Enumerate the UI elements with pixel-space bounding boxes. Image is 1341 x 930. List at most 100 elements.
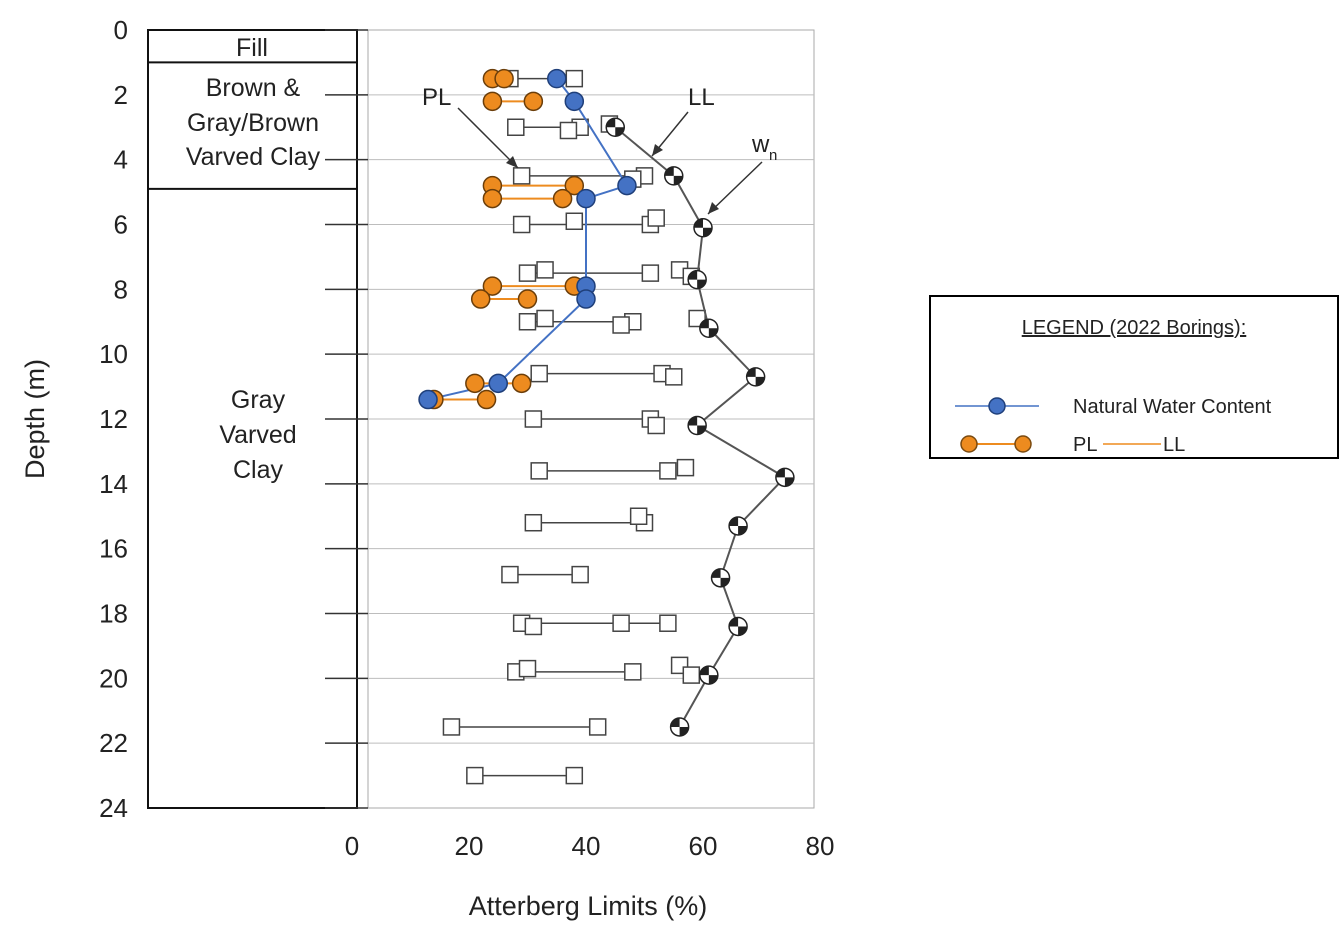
stratigraphy-column: Fill Brown & Gray/Brown Varved Clay Gray Varv… — [147, 29, 358, 809]
historical-ll-marker — [565, 766, 584, 785]
ll-2022-marker — [476, 389, 497, 410]
historical-ll-marker — [588, 718, 607, 736]
historical-pl-marker — [518, 313, 537, 331]
water-content-2022-marker — [576, 188, 596, 209]
historical-limit-marker — [524, 617, 543, 636]
borings-2022-data — [418, 68, 637, 410]
legend: LEGEND (2022 Borings): Natural Water Con… — [929, 295, 1339, 459]
historical-limit-marker — [676, 458, 695, 477]
historical-pl-marker — [530, 364, 548, 383]
historical-pl-marker — [442, 718, 461, 736]
y-tick-label: 2 — [114, 80, 128, 110]
historical-ll-marker — [571, 565, 589, 584]
y-tick-label: 16 — [99, 534, 128, 564]
legend-item-water-content: Natural Water Content — [931, 392, 1337, 422]
historical-wn-marker-fill — [664, 166, 674, 176]
historical-limit-marker — [565, 212, 584, 231]
water-content-2022-marker — [617, 175, 637, 196]
historical-limit-marker — [665, 368, 683, 386]
water-content-2022-line — [427, 78, 629, 401]
pl-2022-marker — [470, 289, 491, 309]
x-tick-label: 0 — [345, 831, 359, 861]
atterberg-chart: Fill Brown & Gray/Brown Varved Clay Gray Varv… — [20, 15, 834, 921]
strata-column-frame — [147, 29, 358, 809]
historical-wn-marker-fill — [697, 279, 707, 289]
historical-limit-marker — [612, 316, 630, 334]
historical-ll-marker — [565, 69, 584, 88]
historical-limit-marker — [682, 666, 701, 684]
historical-pl-marker — [512, 215, 531, 234]
y-tick-label: 10 — [99, 339, 128, 369]
historical-limit-marker — [612, 614, 630, 632]
annotation-ll-arrowhead — [652, 144, 663, 156]
historical-wn-marker-fill — [679, 726, 689, 736]
legend-label-water-content: Natural Water Content — [1073, 396, 1272, 418]
y-tick-label: 14 — [99, 469, 128, 499]
legend-label-ll: LL — [1163, 434, 1186, 456]
historical-wn-marker-fill — [720, 577, 730, 587]
gridlines — [367, 29, 815, 809]
annotation-wn-subscript: n — [769, 147, 777, 164]
legend-pl-ll-connector — [1103, 443, 1161, 445]
y-tick-label: 6 — [114, 210, 128, 240]
historical-wn-marker-fill — [688, 416, 698, 426]
pl-2022-marker — [465, 373, 485, 394]
legend-symbol-water-content — [955, 397, 1039, 415]
annotation-wn-arrow — [707, 161, 763, 215]
historical-wn-marker-fill — [755, 376, 765, 386]
y-tick-label: 0 — [114, 15, 128, 45]
historical-pl-marker — [512, 167, 531, 185]
water-content-2022-marker — [418, 389, 438, 410]
y-tick-label: 18 — [99, 599, 128, 629]
water-content-2022-marker — [576, 289, 596, 309]
historical-wn-marker-fill — [694, 218, 703, 228]
historical-wn-marker-fill — [746, 367, 756, 377]
legend-item-pl-ll: PL LL — [931, 430, 1337, 460]
historical-wn-marker-fill — [775, 468, 785, 478]
legend-symbol-pl-ll — [960, 435, 1032, 453]
historical-wn-marker-fill — [708, 328, 718, 338]
historical-pl-marker — [507, 118, 525, 136]
historical-limit-marker — [518, 659, 537, 678]
y-tick-label: 4 — [114, 145, 128, 175]
strata-label-gray-line: Clay — [233, 456, 284, 484]
strata-label-brown-line: Brown & — [206, 74, 301, 102]
historical-wn-marker-fill — [699, 319, 709, 329]
historical-pl-marker — [530, 462, 548, 480]
water-content-2022-marker — [564, 91, 585, 112]
historical-wn-marker-fill — [697, 425, 707, 435]
annotation-wn: w — [751, 131, 770, 158]
x-axis-title: Atterberg Limits (%) — [469, 891, 708, 921]
strata-label-gray-line: Varved — [219, 421, 296, 449]
legend-title: LEGEND (2022 Borings): — [1021, 317, 1247, 339]
x-tick-label: 40 — [572, 831, 601, 861]
historical-wn-marker-fill — [670, 717, 680, 727]
historical-wn-marker-fill — [738, 525, 748, 535]
ll-2022-marker — [494, 68, 514, 89]
ll-2022-marker — [564, 175, 585, 196]
historical-wn-marker-fill — [703, 227, 712, 237]
ll-2022-marker — [517, 289, 538, 309]
y-tick-label: 24 — [99, 793, 128, 823]
historical-wn-marker-fill — [738, 626, 748, 636]
historical-limit-marker — [647, 209, 665, 227]
historical-ll-marker — [659, 462, 677, 480]
historical-pl-marker — [524, 410, 543, 428]
strata-label-brown-line: Varved Clay — [186, 143, 321, 171]
historical-wn-profile — [605, 117, 795, 737]
pl-2022-marker — [482, 188, 503, 209]
historical-ll-marker — [641, 264, 660, 282]
y-tick-label: 8 — [114, 274, 128, 304]
historical-limit-marker — [559, 121, 578, 140]
historical-wn-marker-fill — [606, 118, 616, 128]
historical-wn-marker-fill — [673, 175, 683, 185]
y-tick-label: 20 — [99, 663, 128, 693]
pl-2022-marker — [482, 276, 503, 296]
strata-label-brown-line: Gray/Brown — [187, 109, 319, 137]
annotation-pl: PL — [422, 84, 451, 111]
y-axis-title: Depth (m) — [20, 359, 50, 479]
historical-wn-marker-fill — [708, 675, 718, 685]
ll-2022-marker — [511, 373, 532, 394]
historical-limit-marker — [536, 261, 554, 279]
